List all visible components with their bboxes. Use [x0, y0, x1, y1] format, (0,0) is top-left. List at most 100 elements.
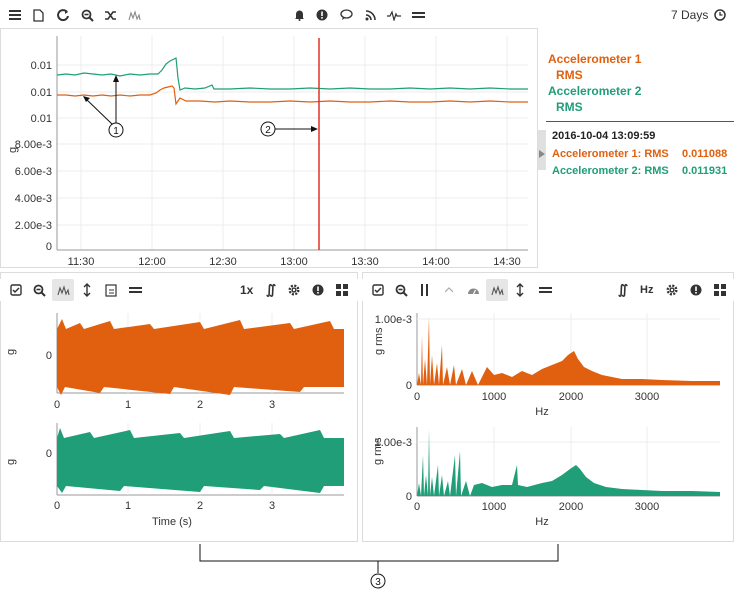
- vertical-resize-icon[interactable]: [509, 279, 531, 301]
- fft-bottom-x-tick: 2000: [559, 501, 583, 513]
- integrate-icon[interactable]: ∬: [617, 282, 629, 297]
- fft-top-x-tick: 3000: [635, 391, 659, 403]
- main-x-tick: 13:30: [351, 256, 379, 268]
- time-bottom-x-tick: 2: [197, 500, 203, 512]
- legend-accel-2-name[interactable]: Accelerometer 2: [548, 84, 642, 98]
- fft-panel-toolbar: ∬ Hz: [362, 279, 734, 301]
- zoom-out-icon[interactable]: [76, 4, 98, 26]
- waveform-chart-icon[interactable]: [486, 279, 508, 301]
- gear-icon[interactable]: [661, 279, 683, 301]
- time-top-x-tick: 2: [197, 399, 203, 411]
- legend-accel-1-name[interactable]: Accelerometer 1: [548, 52, 642, 66]
- equals-menu-icon[interactable]: [534, 279, 556, 301]
- info-circle-icon[interactable]: [307, 279, 329, 301]
- fft-top-y-tick: 0: [406, 380, 412, 392]
- time-top-y-tick: 0: [46, 350, 52, 362]
- clock-icon[interactable]: [709, 4, 731, 26]
- bell-icon[interactable]: [288, 4, 310, 26]
- legend-accel-1-sub: RMS: [556, 68, 583, 82]
- time-x-axis-label: Time (s): [152, 516, 192, 528]
- accelerometer-1-waveform: [57, 329, 344, 387]
- time-bottom-x-tick: 3: [269, 500, 275, 512]
- time-range-label[interactable]: 7 Days: [671, 8, 709, 22]
- readout-accel-1-label: Accelerometer 1: RMS: [552, 148, 669, 160]
- fft-bottom-y-tick: 1.00e-3: [375, 437, 412, 449]
- dashboard-icon[interactable]: [462, 279, 484, 301]
- fft-bottom-y-tick: 0: [406, 491, 412, 503]
- callout-1: 1: [83, 75, 124, 138]
- refresh-icon[interactable]: [52, 4, 74, 26]
- rss-icon[interactable]: [359, 4, 381, 26]
- time-panel-toolbar: 1x ∬: [0, 279, 358, 301]
- main-y-tick: 0.01: [31, 113, 52, 125]
- series-accelerometer-1-line: [57, 85, 528, 106]
- time-top-x-tick: 0: [54, 399, 60, 411]
- time-bottom-y-label: g: [5, 459, 17, 465]
- waveform-chart-icon[interactable]: [52, 279, 74, 301]
- info-circle-icon[interactable]: [685, 279, 707, 301]
- main-x-tick: 12:00: [138, 256, 166, 268]
- zoom-out-icon[interactable]: [28, 279, 50, 301]
- checkbox-icon[interactable]: [367, 279, 389, 301]
- main-x-tick: 14:30: [493, 256, 521, 268]
- accelerometer-1-waveform-peaks: [57, 319, 334, 395]
- fft-bottom-y-label: g rms: [372, 437, 384, 465]
- fft-spectrum-charts[interactable]: g rms 1.00e-3 0 0 1000 2000 3000 Hz g rm…: [362, 305, 734, 540]
- legend-accel-2-sub: RMS: [556, 100, 583, 114]
- callout-2-label: 2: [265, 125, 271, 136]
- fft-top-y-tick: 1.00e-3: [375, 314, 412, 326]
- time-top-y-label: g: [5, 349, 17, 355]
- grid-layout-icon[interactable]: [331, 279, 353, 301]
- caret-up-icon[interactable]: [438, 279, 460, 301]
- checkbox-icon[interactable]: [5, 279, 27, 301]
- time-bottom-y-tick: 0: [46, 448, 52, 460]
- grid-layout-icon[interactable]: [709, 279, 731, 301]
- fft-top-x-tick: 2000: [559, 391, 583, 403]
- time-waveform-charts[interactable]: g 0 0 1 2 3 g 0 0 1 2 3 Time (s): [0, 305, 358, 540]
- info-circle-icon[interactable]: [311, 4, 333, 26]
- top-toolbar: 7 Days: [0, 4, 734, 26]
- fft-top-y-label: g rms: [373, 327, 385, 355]
- main-y-tick: 2.00e-3: [15, 220, 52, 232]
- main-chart[interactable]: 0.01 0.01 0.01 8.00e-3 6.00e-3 4.00e-3 2…: [0, 28, 538, 268]
- readout-accel-2-value: 0.011931: [682, 165, 728, 177]
- legend-panel: Accelerometer 1 RMS Accelerometer 2 RMS …: [546, 28, 734, 268]
- export-file-icon[interactable]: [100, 279, 122, 301]
- vertical-resize-icon[interactable]: [76, 279, 98, 301]
- fft-bottom-x-tick: 0: [414, 501, 420, 513]
- integrate-icon[interactable]: ∬: [265, 282, 277, 297]
- time-bottom-x-tick: 1: [125, 500, 131, 512]
- waveform-chart-icon[interactable]: [123, 4, 145, 26]
- time-panel: [0, 272, 358, 542]
- fft-top-x-tick: 1000: [482, 391, 506, 403]
- main-y-tick: 6.00e-3: [15, 166, 52, 178]
- fft-top-grid: [417, 313, 720, 385]
- callout-2: 2: [260, 121, 318, 137]
- time-top-x-tick: 3: [269, 399, 275, 411]
- main-y-tick: 8.00e-3: [15, 139, 52, 151]
- legend-collapse-handle[interactable]: [538, 130, 546, 170]
- main-chart-panel: [0, 28, 538, 268]
- callout-3: 3: [199, 544, 559, 589]
- readout-accel-2-label: Accelerometer 2: RMS: [552, 165, 669, 177]
- shuffle-icon[interactable]: [99, 4, 121, 26]
- time-top-x-tick: 1: [125, 399, 131, 411]
- frequency-unit-label[interactable]: Hz: [640, 284, 654, 296]
- menu-icon[interactable]: [4, 4, 26, 26]
- callout-1-label: 1: [113, 126, 119, 137]
- equals-menu-icon[interactable]: [407, 4, 429, 26]
- gear-icon[interactable]: [283, 279, 305, 301]
- equals-menu-icon[interactable]: [124, 279, 146, 301]
- playback-speed-label[interactable]: 1x: [240, 283, 254, 297]
- accelerometer-1-spectrum: [417, 317, 720, 385]
- pause-icon[interactable]: [414, 279, 436, 301]
- new-file-icon[interactable]: [27, 4, 49, 26]
- main-y-tick: 4.00e-3: [15, 193, 52, 205]
- comment-icon[interactable]: [335, 4, 357, 26]
- main-x-tick: 12:30: [209, 256, 237, 268]
- fft-top-x-tick: 0: [414, 391, 420, 403]
- pulse-icon[interactable]: [383, 4, 405, 26]
- zoom-out-icon[interactable]: [390, 279, 412, 301]
- time-bottom-x-tick: 0: [54, 500, 60, 512]
- fft-panel: [362, 272, 734, 542]
